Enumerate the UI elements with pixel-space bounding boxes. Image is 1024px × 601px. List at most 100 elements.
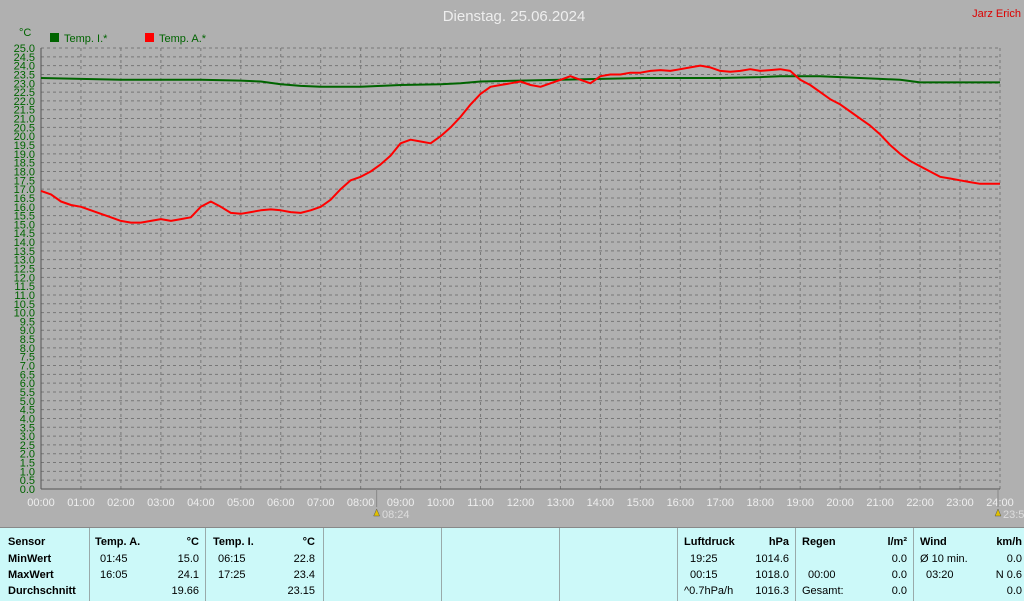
wind-unit: km/h bbox=[996, 536, 1022, 548]
y-tick-label: 5.0 bbox=[20, 396, 35, 408]
y-tick-label: 7.0 bbox=[20, 361, 35, 373]
sunset-label: 23:5 bbox=[1003, 509, 1024, 521]
legend-swatch-temp-i bbox=[50, 33, 59, 42]
y-tick-label: 17.0 bbox=[14, 184, 35, 196]
y-tick-label: 8.5 bbox=[20, 334, 35, 346]
stats-col-empty-2 bbox=[442, 528, 560, 601]
rain-row2-time: 00:00 bbox=[808, 569, 836, 581]
temp-a-header: Temp. A. bbox=[95, 536, 141, 548]
y-tick-label: 15.5 bbox=[14, 211, 35, 223]
x-tick-label: 08:00 bbox=[347, 497, 375, 509]
sun-markers: 08:24 23:5 bbox=[373, 489, 1024, 521]
y-tick-label: 16.5 bbox=[14, 193, 35, 205]
x-tick-label: 04:00 bbox=[187, 497, 215, 509]
y-unit-label: °C bbox=[19, 27, 31, 39]
y-tick-label: 19.0 bbox=[14, 149, 35, 161]
y-tick-label: 13.5 bbox=[14, 246, 35, 258]
y-tick-label: 1.0 bbox=[20, 466, 35, 478]
y-tick-label: 17.5 bbox=[14, 175, 35, 187]
pressure-min-val: 1014.6 bbox=[755, 553, 789, 565]
wind-max-time: 03:20 bbox=[926, 569, 954, 581]
x-tick-label: 02:00 bbox=[107, 497, 135, 509]
y-tick-label: 9.5 bbox=[20, 316, 35, 328]
y-tick-label: 14.5 bbox=[14, 228, 35, 240]
y-tick-label: 12.0 bbox=[14, 272, 35, 284]
y-tick-label: 5.5 bbox=[20, 387, 35, 399]
y-tick-label: 18.0 bbox=[14, 166, 35, 178]
x-tick-label: 06:00 bbox=[267, 497, 295, 509]
stats-col-temp-i: Temp. I. °C 06:15 22.8 17:25 23.4 23.15 bbox=[206, 528, 324, 601]
y-axis-ticks: 0.00.51.01.52.02.53.03.54.04.55.05.56.06… bbox=[14, 43, 35, 496]
temp-a-max-time: 16:05 bbox=[100, 569, 128, 581]
y-tick-label: 2.0 bbox=[20, 449, 35, 461]
y-tick-label: 10.0 bbox=[14, 308, 35, 320]
x-tick-label: 17:00 bbox=[707, 497, 735, 509]
x-tick-label: 11:00 bbox=[467, 497, 494, 509]
rain-row2-val: 0.0 bbox=[891, 569, 907, 581]
wind-header: Wind bbox=[920, 536, 947, 548]
pressure-max-val: 1018.0 bbox=[755, 569, 789, 581]
x-tick-label: 14:00 bbox=[587, 497, 615, 509]
legend-swatch-temp-a bbox=[145, 33, 154, 42]
stats-col-empty-1 bbox=[324, 528, 442, 601]
y-tick-label: 16.0 bbox=[14, 202, 35, 214]
x-tick-label: 20:00 bbox=[826, 497, 854, 509]
wind-max-val: N 0.6 bbox=[995, 569, 1022, 581]
author-label: Jarz Erich bbox=[972, 8, 1021, 20]
y-tick-label: 6.0 bbox=[20, 378, 35, 390]
y-tick-label: 4.0 bbox=[20, 413, 35, 425]
y-tick-label: 25.0 bbox=[14, 43, 35, 55]
y-tick-label: 3.0 bbox=[20, 431, 35, 443]
x-tick-label: 23:00 bbox=[946, 497, 974, 509]
x-tick-label: 10:00 bbox=[427, 497, 455, 509]
temp-a-unit: °C bbox=[186, 536, 199, 548]
stats-col-sensor: Sensor MinWert MaxWert Durchschnitt bbox=[0, 528, 90, 601]
stats-col-rain: Regen l/m² 0.0 00:00 0.0 Gesamt: 0.0 bbox=[796, 528, 914, 601]
chart-title: Dienstag. 25.06.2024 bbox=[443, 8, 586, 25]
chart: Dienstag. 25.06.2024 Jarz Erich °C Temp.… bbox=[14, 8, 1024, 521]
x-tick-label: 15:00 bbox=[627, 497, 655, 509]
y-tick-label: 8.0 bbox=[20, 343, 35, 355]
pressure-header: Luftdruck bbox=[684, 536, 735, 548]
x-tick-label: 18:00 bbox=[746, 497, 774, 509]
row-label-max: MaxWert bbox=[8, 569, 54, 581]
y-tick-label: 24.5 bbox=[14, 52, 35, 64]
sunset-icon bbox=[994, 508, 1002, 517]
y-tick-label: 22.0 bbox=[14, 96, 35, 108]
temp-i-avg-val: 23.15 bbox=[287, 585, 315, 597]
temp-i-min-time: 06:15 bbox=[218, 553, 246, 565]
temp-a-min-val: 15.0 bbox=[177, 553, 199, 565]
y-tick-label: 10.5 bbox=[14, 299, 35, 311]
x-tick-label: 00:00 bbox=[27, 497, 55, 509]
rain-total-label: Gesamt: bbox=[802, 585, 844, 597]
y-tick-label: 4.5 bbox=[20, 405, 35, 417]
wind-row3-val: 0.0 bbox=[1006, 585, 1022, 597]
x-tick-label: 19:00 bbox=[786, 497, 814, 509]
y-tick-label: 6.5 bbox=[20, 369, 35, 381]
x-tick-label: 13:00 bbox=[547, 497, 575, 509]
x-tick-label: 21:00 bbox=[866, 497, 894, 509]
legend: Temp. I.* Temp. A.* bbox=[50, 33, 207, 45]
stats-col-pressure: Luftdruck hPa 19:25 1014.6 00:15 1018.0 … bbox=[678, 528, 796, 601]
y-tick-label: 11.0 bbox=[14, 290, 35, 302]
x-tick-label: 05:00 bbox=[227, 497, 255, 509]
temp-a-min-time: 01:45 bbox=[100, 553, 128, 565]
x-tick-label: 24:00 bbox=[986, 497, 1014, 509]
temp-i-min-val: 22.8 bbox=[293, 553, 315, 565]
rain-unit: l/m² bbox=[887, 536, 907, 548]
pressure-trend-val: 1016.3 bbox=[755, 585, 789, 597]
x-tick-label: 22:00 bbox=[906, 497, 934, 509]
y-tick-label: 14.0 bbox=[14, 237, 35, 249]
temp-i-header: Temp. I. bbox=[213, 536, 254, 548]
x-tick-label: 12:00 bbox=[507, 497, 535, 509]
y-tick-label: 23.5 bbox=[14, 69, 35, 81]
pressure-trend-label: ^0.7hPa/h bbox=[684, 585, 734, 597]
y-tick-label: 24.0 bbox=[14, 61, 35, 73]
wind-avg-label: Ø 10 min. bbox=[920, 553, 968, 565]
y-tick-label: 2.5 bbox=[20, 440, 35, 452]
y-tick-label: 23.0 bbox=[14, 78, 35, 90]
y-tick-label: 1.5 bbox=[20, 458, 35, 470]
stats-table: Sensor MinWert MaxWert Durchschnitt Temp… bbox=[0, 527, 1024, 601]
temp-i-unit: °C bbox=[302, 536, 315, 548]
sensor-header: Sensor bbox=[8, 536, 46, 548]
